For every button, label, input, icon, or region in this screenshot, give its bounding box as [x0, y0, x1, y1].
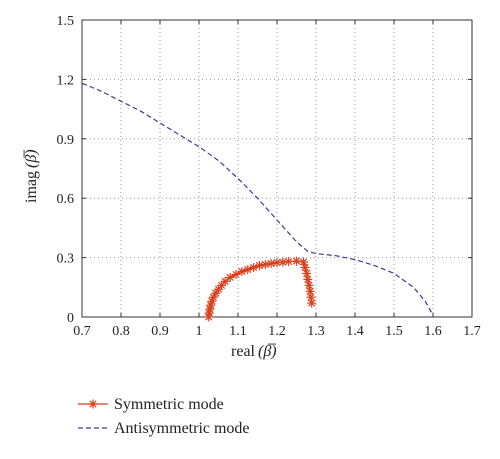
- series-group: [81, 82, 434, 322]
- data-point-marker: [305, 286, 315, 296]
- x-tick-label: 1.5: [385, 324, 403, 339]
- x-tick-label: 1: [196, 324, 203, 339]
- y-tick-label: 0.3: [57, 252, 75, 267]
- x-axis-title: real (β̅): [231, 343, 277, 360]
- x-tick-label: 1.1: [229, 324, 247, 339]
- axis-ticks: 0.7 0.8 0.9 1 1.1 1.2 1.3 1.4 1.5 1.6 1.7 0 0.3 0.6 0.…: [57, 14, 481, 339]
- x-tick-label: 0.8: [112, 324, 130, 339]
- y-tick-label: 1.2: [57, 73, 75, 88]
- grid: [82, 20, 472, 317]
- x-tick-label: 1.3: [307, 324, 325, 339]
- data-point-marker: [304, 280, 314, 290]
- x-tick-label: 0.7: [73, 324, 91, 339]
- data-point-marker: [303, 274, 313, 284]
- y-axis-title-text: imag: [23, 171, 40, 203]
- data-point-marker: [306, 292, 316, 302]
- y-tick-label: 0: [67, 311, 74, 326]
- y-tick-label: 0.9: [57, 133, 75, 148]
- legend-label: Symmetric mode: [114, 396, 224, 413]
- y-tick-label: 1.5: [57, 14, 75, 29]
- data-point-marker: [300, 263, 310, 272]
- x-tick-label: 1.7: [463, 324, 481, 339]
- data-point-marker: [220, 276, 230, 286]
- y-tick-label: 0.6: [57, 192, 75, 207]
- legend-label: Antisymmetric mode: [114, 420, 250, 437]
- data-point-marker: [254, 261, 264, 271]
- data-point-marker: [211, 288, 221, 298]
- data-point-marker: [284, 257, 294, 267]
- legend-marker: [88, 399, 98, 409]
- series-line-0: [208, 260, 313, 318]
- data-point-marker: [266, 259, 276, 269]
- data-point-marker: [260, 260, 270, 270]
- data-point-marker: [206, 300, 216, 310]
- y-axis-beta-symbol: (β̅): [23, 149, 40, 168]
- data-point-marker: [292, 256, 301, 266]
- x-tick-label: 1.6: [424, 324, 442, 339]
- x-tick-label: 1.2: [268, 324, 286, 339]
- data-point-marker: [278, 257, 288, 267]
- x-axis-beta-symbol: (β̅): [258, 343, 277, 360]
- legend-item-0: Symmetric mode: [78, 396, 224, 413]
- x-axis-title-text: real: [231, 343, 256, 360]
- x-tick-label: 1.4: [346, 324, 364, 339]
- y-axis-title: imag (β̅): [23, 149, 40, 203]
- data-point-marker: [302, 268, 312, 278]
- series-line-1: [81, 82, 434, 316]
- x-tick-label: 0.9: [151, 324, 169, 339]
- legend: Symmetric mode Antisymmetric mode: [78, 396, 250, 437]
- legend-item-1: Antisymmetric mode: [78, 420, 250, 437]
- data-point-marker: [307, 298, 317, 308]
